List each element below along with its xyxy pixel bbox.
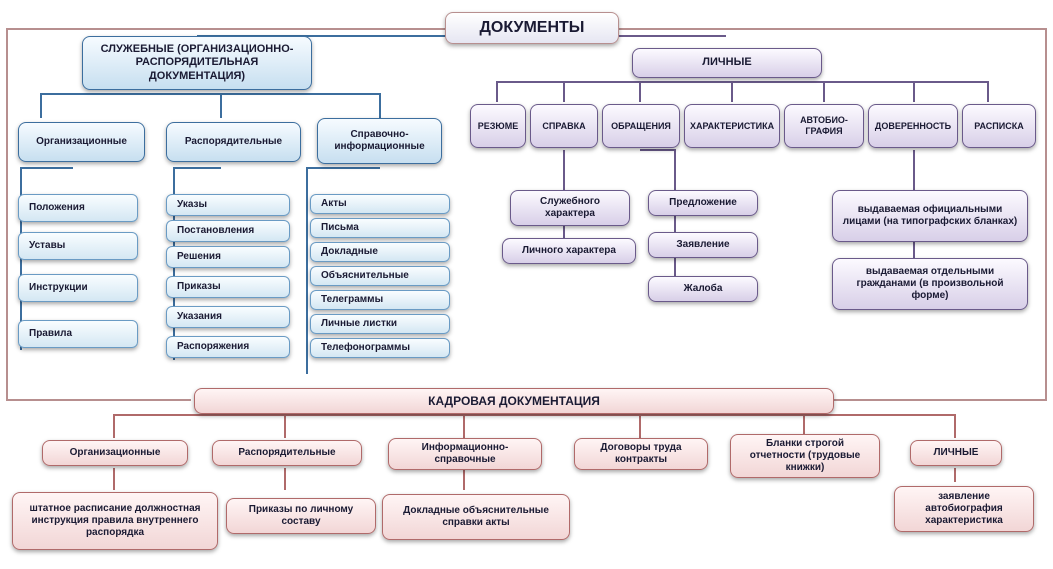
node-ob-1: Предложение — [648, 190, 758, 216]
node-ob-3: Жалоба — [648, 276, 758, 302]
connector — [640, 82, 726, 102]
node-rasp-5: Указания — [166, 306, 290, 328]
node-org-4: Правила — [18, 320, 138, 348]
node-spr-7: Телефонограммы — [310, 338, 450, 358]
connector — [515, 415, 640, 438]
connector — [564, 82, 726, 102]
node-blue-c1: Организационные — [18, 122, 145, 162]
connector — [726, 82, 824, 102]
connector — [114, 415, 515, 438]
connector — [726, 82, 988, 102]
node-pk-3a: Докладные объяснительные справки акты — [382, 494, 570, 540]
node-p-2: СПРАВКА — [530, 104, 598, 148]
node-root: ДОКУМЕНТЫ — [445, 12, 619, 44]
node-p-3: ОБРАЩЕНИЯ — [602, 104, 680, 148]
node-dv-2: выдаваемая отдельными гражданами (в прои… — [832, 258, 1028, 310]
connector — [640, 150, 675, 294]
node-p-7: РАСПИСКА — [962, 104, 1036, 148]
connector — [726, 82, 914, 102]
node-pk-6a: заявление автобиография характеристика — [894, 486, 1034, 532]
node-p-4: ХАРАКТЕРИСТИКА — [684, 104, 780, 148]
node-org-3: Инструкции — [18, 274, 138, 302]
node-ob-2: Заявление — [648, 232, 758, 258]
node-pk-3: Информационно-справочные — [388, 438, 542, 470]
node-spr-1: Акты — [310, 194, 450, 214]
node-pink-head: КАДРОВАЯ ДОКУМЕНТАЦИЯ — [194, 388, 834, 414]
node-pk-6: ЛИЧНЫЕ — [910, 440, 1002, 466]
node-spr-3: Докладные — [310, 242, 450, 262]
node-pk-5: Бланки строгой отчетности (трудовые книж… — [730, 434, 880, 478]
node-rasp-3: Решения — [166, 246, 290, 268]
node-spr-5: Телеграммы — [310, 290, 450, 310]
diagram-root: ДОКУМЕНТЫ СЛУЖЕБНЫЕ (ОРГАНИЗАЦИОННО-РАСПО… — [0, 0, 1053, 569]
node-spr-2: Письма — [310, 218, 450, 238]
node-org-2: Уставы — [18, 232, 138, 260]
node-blue-c2: Распорядительные — [166, 122, 301, 162]
node-rasp-4: Приказы — [166, 276, 290, 298]
node-rasp-1: Указы — [166, 194, 290, 216]
node-p-1: РЕЗЮМЕ — [470, 104, 526, 148]
node-spr-4: Объяснительные — [310, 266, 450, 286]
node-sp-2: Личного характера — [502, 238, 636, 264]
node-pk-2a: Приказы по личному составу — [226, 498, 376, 534]
node-spr-6: Личные листки — [310, 314, 450, 334]
node-pk-1: Организационные — [42, 440, 188, 466]
node-p-5: АВТОБИО-ГРАФИЯ — [784, 104, 864, 148]
connector — [285, 415, 515, 438]
connector — [197, 94, 380, 118]
node-pk-2: Распорядительные — [212, 440, 362, 466]
node-org-1: Положения — [18, 194, 138, 222]
connector — [41, 94, 197, 118]
connector — [726, 82, 732, 102]
node-blue-c3: Справочно-информационные — [317, 118, 442, 164]
node-pk-1a: штатное расписание должностная инструкци… — [12, 492, 218, 550]
node-sp-1: Служебного характера — [510, 190, 630, 226]
node-purple-head: ЛИЧНЫЕ — [632, 48, 822, 78]
node-pk-4: Договоры труда контракты — [574, 438, 708, 470]
connector — [497, 82, 726, 102]
node-p-6: ДОВЕРЕННОСТЬ — [868, 104, 958, 148]
connector — [464, 415, 515, 438]
node-blue-head: СЛУЖЕБНЫЕ (ОРГАНИЗАЦИОННО-РАСПОРЯДИТЕЛЬН… — [82, 36, 312, 90]
connector — [197, 94, 221, 118]
node-dv-1: выдаваемая официальными лицами (на типог… — [832, 190, 1028, 242]
node-rasp-2: Постановления — [166, 220, 290, 242]
node-rasp-6: Распоряжения — [166, 336, 290, 358]
